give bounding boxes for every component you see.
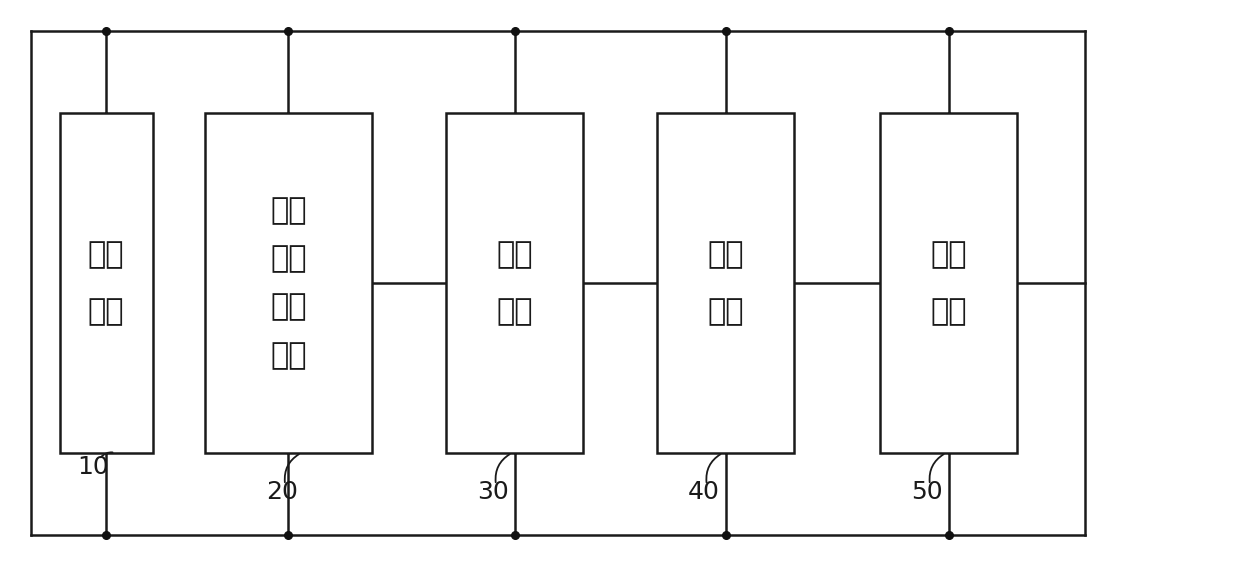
- Text: 模块: 模块: [930, 297, 967, 326]
- Text: 30: 30: [477, 481, 510, 504]
- Bar: [880, 113, 1017, 453]
- Text: 模块: 模块: [496, 297, 533, 326]
- Text: 比较: 比较: [707, 240, 744, 269]
- Text: 警报: 警报: [930, 240, 967, 269]
- Bar: [446, 113, 583, 453]
- Text: 40: 40: [688, 481, 720, 504]
- Text: 隔离: 隔离: [496, 240, 533, 269]
- Text: 模块: 模块: [88, 297, 124, 326]
- Text: 20: 20: [267, 481, 299, 504]
- Text: 电源: 电源: [88, 240, 124, 269]
- Text: 50: 50: [911, 481, 944, 504]
- Text: 10: 10: [77, 455, 109, 479]
- Text: 模块: 模块: [707, 297, 744, 326]
- Text: 模块: 模块: [270, 341, 306, 370]
- Bar: [205, 113, 372, 453]
- Text: 信号: 信号: [270, 245, 306, 273]
- Bar: [657, 113, 794, 453]
- Text: 发生: 发生: [270, 293, 306, 321]
- Text: 射频: 射频: [270, 196, 306, 225]
- Bar: [60, 113, 153, 453]
